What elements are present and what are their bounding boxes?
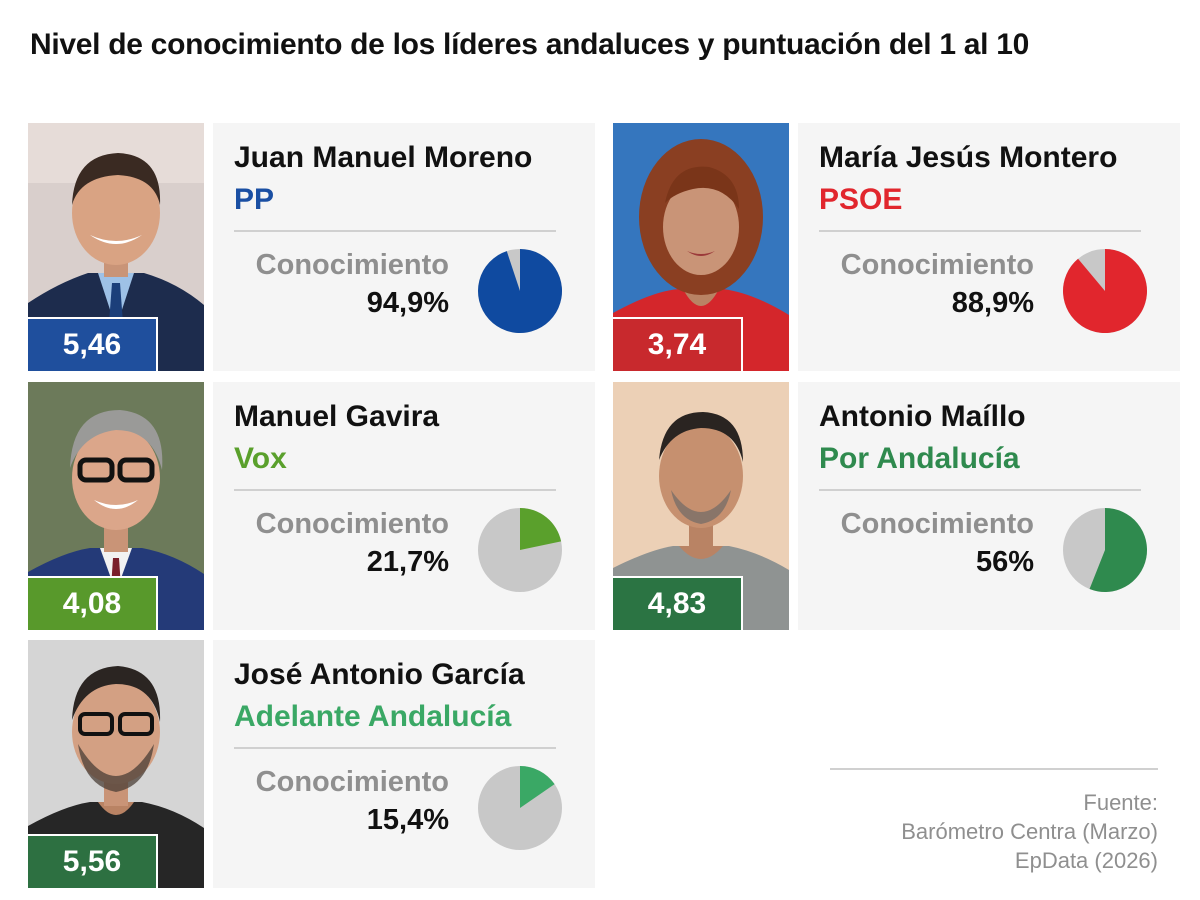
leader-info: José Antonio García Adelante Andalucía C… — [213, 640, 595, 888]
party-label: Vox — [234, 442, 287, 475]
source-divider — [830, 768, 1158, 770]
knowledge-value: 21,7% — [366, 546, 449, 578]
leader-name: Manuel Gavira — [234, 400, 440, 433]
pie-svg — [1063, 508, 1148, 592]
divider — [234, 489, 556, 491]
divider — [819, 230, 1141, 232]
divider — [819, 489, 1141, 491]
knowledge-label: Conocimiento — [255, 508, 449, 540]
party-label: Adelante Andalucía — [234, 700, 512, 733]
knowledge-pie — [477, 765, 563, 851]
pie-slice-knowledge — [1089, 508, 1148, 592]
knowledge-label: Conocimiento — [840, 249, 1034, 281]
knowledge-pie — [477, 507, 563, 593]
party-label: PSOE — [819, 183, 903, 216]
leader-name: María Jesús Montero — [819, 141, 1118, 174]
party-label: PP — [234, 183, 275, 216]
divider — [234, 230, 556, 232]
knowledge-label: Conocimiento — [255, 766, 449, 798]
pie-svg — [478, 508, 562, 592]
leader-name: Juan Manuel Moreno — [234, 141, 533, 174]
knowledge-label: Conocimiento — [840, 508, 1034, 540]
leader-info: Antonio Maíllo Por Andalucía Conocimient… — [798, 382, 1180, 630]
leader-card: 4,08 Manuel Gavira Vox Conocimiento 21,7… — [28, 382, 595, 630]
pie-svg — [478, 249, 563, 333]
score-badge: 5,56 — [28, 834, 158, 888]
leader-card: 3,74 María Jesús Montero PSOE Conocimien… — [613, 123, 1180, 371]
pie-slice-knowledge — [478, 249, 563, 333]
pie-slice-knowledge — [520, 766, 555, 808]
party-label: Por Andalucía — [819, 442, 1020, 475]
score-badge: 4,08 — [28, 576, 158, 630]
leader-card: 5,46 Juan Manuel Moreno PP Conocimiento … — [28, 123, 595, 371]
leader-info: Juan Manuel Moreno PP Conocimiento 94,9% — [213, 123, 595, 371]
source-line-1: Fuente: — [1083, 790, 1158, 815]
leader-name: José Antonio García — [234, 658, 525, 691]
leader-card: 4,83 Antonio Maíllo Por Andalucía Conoci… — [613, 382, 1180, 630]
pie-slice-knowledge — [1063, 249, 1148, 333]
pie-slice-knowledge — [520, 508, 562, 550]
knowledge-value: 94,9% — [366, 287, 449, 319]
pie-svg — [478, 766, 562, 850]
knowledge-value: 56% — [975, 546, 1034, 578]
leader-name: Antonio Maíllo — [819, 400, 1026, 433]
source-note: Fuente: Barómetro Centra (Marzo) EpData … — [901, 788, 1158, 875]
knowledge-pie — [1062, 507, 1148, 593]
knowledge-label: Conocimiento — [255, 249, 449, 281]
source-line-2: Barómetro Centra (Marzo) — [901, 819, 1158, 844]
pie-svg — [1063, 249, 1148, 333]
score-badge: 5,46 — [28, 317, 158, 371]
score-badge: 3,74 — [613, 317, 743, 371]
knowledge-pie — [477, 248, 563, 334]
score-badge: 4,83 — [613, 576, 743, 630]
leader-card: 5,56 José Antonio García Adelante Andalu… — [28, 640, 595, 888]
knowledge-value: 15,4% — [366, 804, 449, 836]
leader-info: Manuel Gavira Vox Conocimiento 21,7% — [213, 382, 595, 630]
source-line-3: EpData (2026) — [1014, 848, 1158, 873]
leader-info: María Jesús Montero PSOE Conocimiento 88… — [798, 123, 1180, 371]
knowledge-value: 88,9% — [951, 287, 1034, 319]
divider — [234, 747, 556, 749]
knowledge-pie — [1062, 248, 1148, 334]
chart-title: Nivel de conocimiento de los líderes and… — [30, 28, 1030, 61]
